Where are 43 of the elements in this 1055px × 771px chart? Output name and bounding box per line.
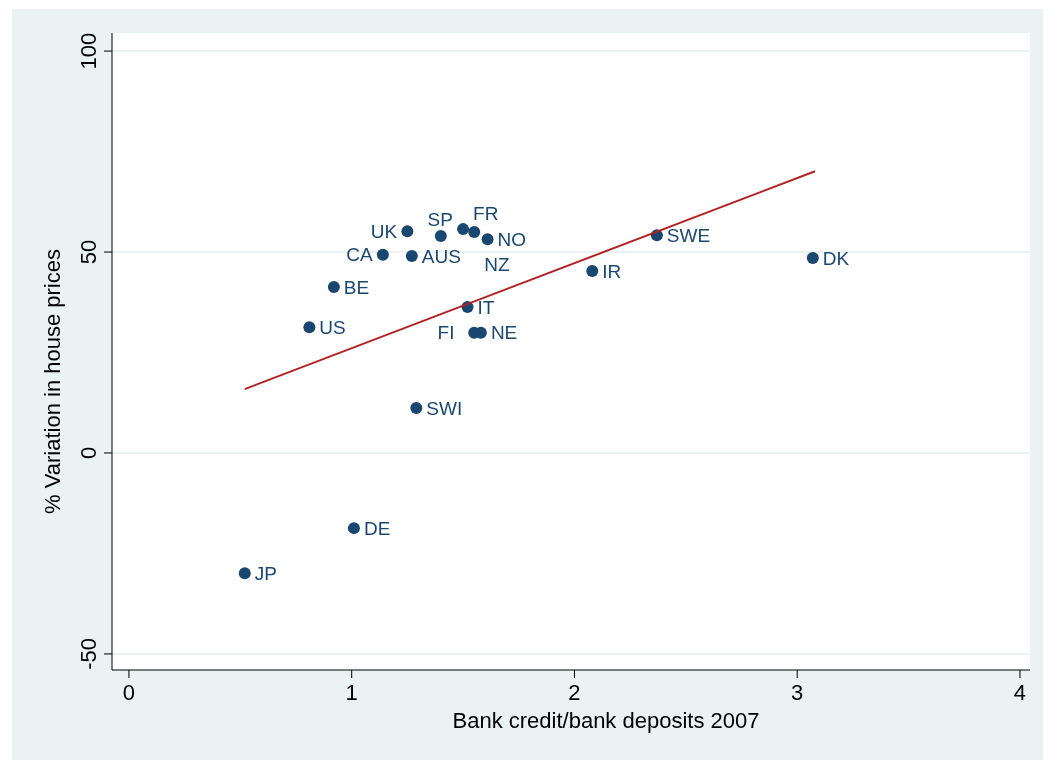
annotation: DE [363,517,391,539]
point [434,229,447,242]
y-axis-title: % Variation in house prices [40,249,65,514]
y-tick-label: 100 [76,32,101,70]
x-tick-label: 1 [345,680,358,705]
x-tick-label: 4 [1013,680,1027,705]
annotation: AUS [421,245,461,267]
annotation: NE [490,322,518,344]
point [327,281,340,293]
point [410,401,423,414]
y-tick-label: 50 [76,239,101,265]
point [376,248,389,261]
annotation: NZ [484,254,510,276]
y-tick-label: 0 [76,446,101,460]
annotation: NO [497,228,527,250]
annotation: US [319,316,346,338]
annotation: DK [822,247,850,269]
point [806,252,819,265]
annotation: UK [370,220,398,242]
annotation: IR [602,260,622,282]
point [586,264,599,277]
annotation: SWI [426,397,463,419]
point [303,321,316,334]
x-tick-label: 2 [568,680,581,705]
annotation: FR [473,203,499,225]
x-axis-title: Bank credit/bank deposits 2007 [452,708,760,733]
x-tick-label: 3 [791,680,804,705]
x-tick-label: 0 [122,680,136,705]
point [238,567,251,580]
annotation: BE [343,276,370,298]
point [457,223,470,236]
annotation: SP [427,208,453,230]
annotation: IT [477,296,495,318]
point [481,233,494,246]
point [347,522,360,535]
annotation: CA [346,244,373,266]
point [401,225,414,238]
point [405,250,418,263]
annotation: SWE [666,224,711,246]
annotation: JP [254,562,277,584]
y-tick-label: -50 [76,638,101,670]
annotation: FI [437,322,455,344]
point [468,225,481,238]
